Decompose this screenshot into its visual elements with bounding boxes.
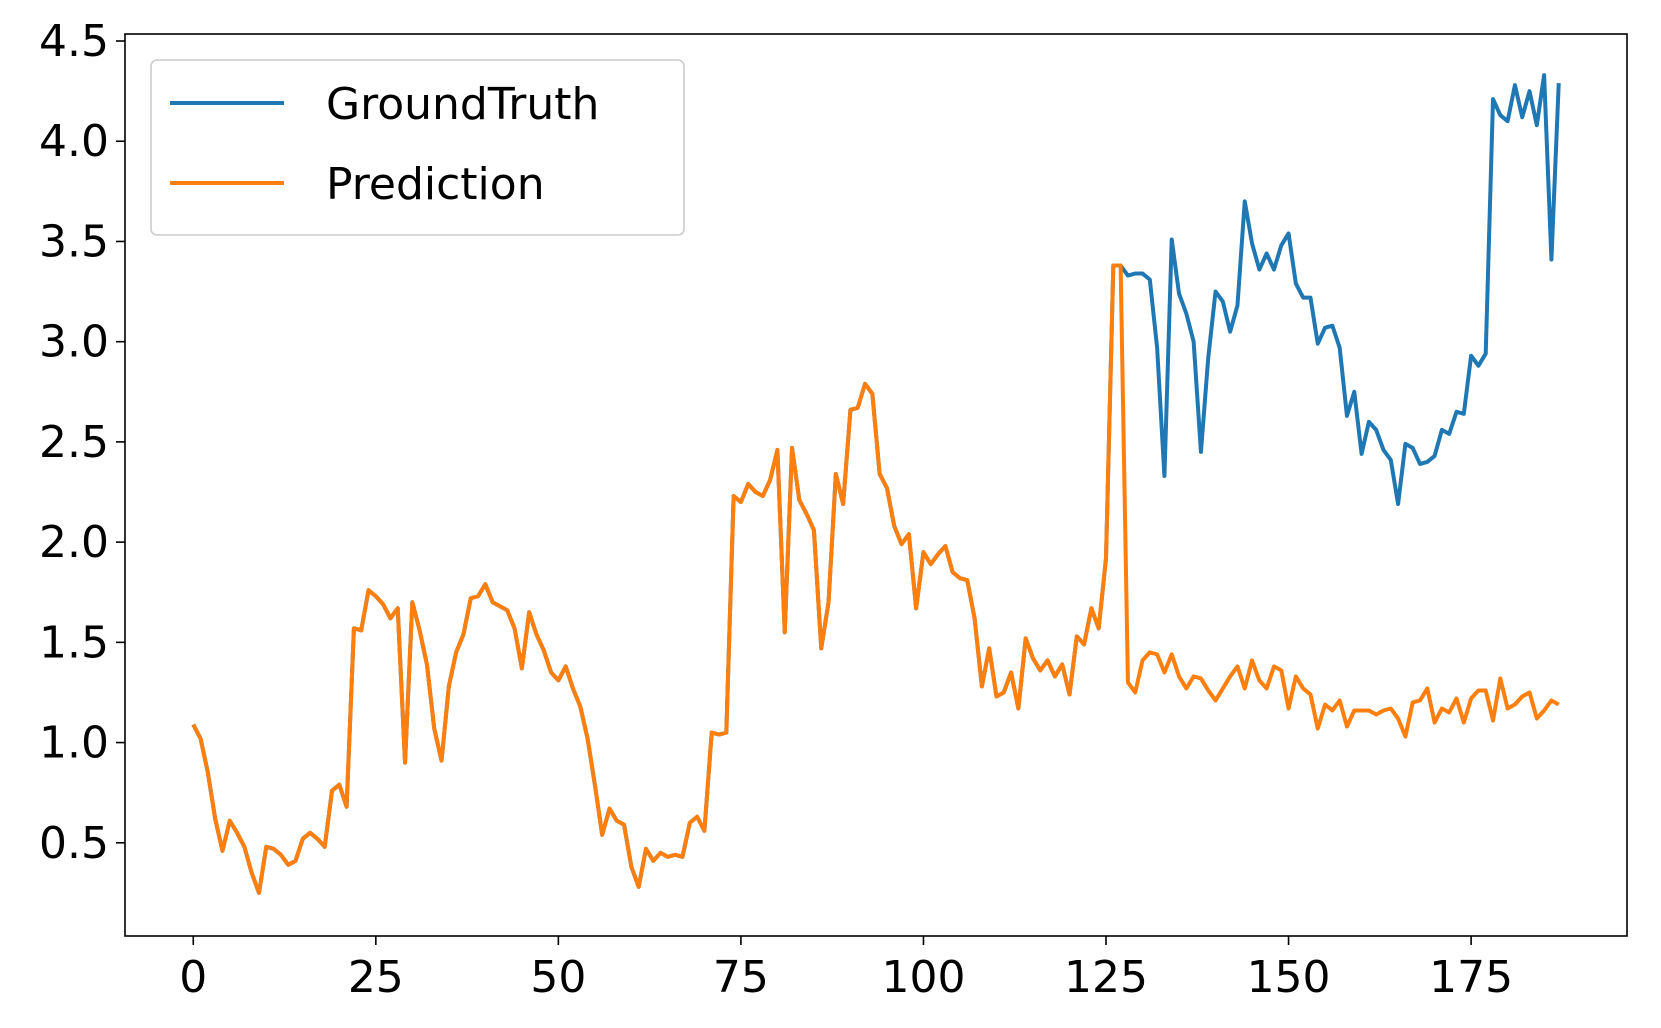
plot-area <box>191 73 1561 895</box>
y-tick-label: 2.5 <box>39 417 109 468</box>
y-tick-label: 2.0 <box>39 517 109 568</box>
axes-frame <box>124 33 1628 937</box>
y-tick-label: 0.5 <box>39 818 109 869</box>
legend-label: Prediction <box>326 159 545 210</box>
x-tick-label: 0 <box>179 952 207 1003</box>
x-tick-label: 75 <box>713 952 769 1003</box>
legend-box <box>150 59 685 236</box>
x-tick-label: 25 <box>348 952 404 1003</box>
y-tick-label: 3.5 <box>39 216 109 267</box>
y-tick-label: 4.0 <box>39 116 109 167</box>
legend-label: GroundTruth <box>326 79 599 130</box>
y-tick-label: 3.0 <box>39 317 109 368</box>
y-tick-label: 1.5 <box>39 617 109 668</box>
series-line <box>191 263 1560 895</box>
x-tick-label: 125 <box>1064 952 1148 1003</box>
x-tick-label: 50 <box>530 952 586 1003</box>
y-tick-label: 1.0 <box>39 718 109 769</box>
x-tick-label: 175 <box>1429 952 1513 1003</box>
x-tick-label: 100 <box>881 952 965 1003</box>
y-tick-label: 4.5 <box>39 16 109 67</box>
x-tick-label: 150 <box>1247 952 1331 1003</box>
